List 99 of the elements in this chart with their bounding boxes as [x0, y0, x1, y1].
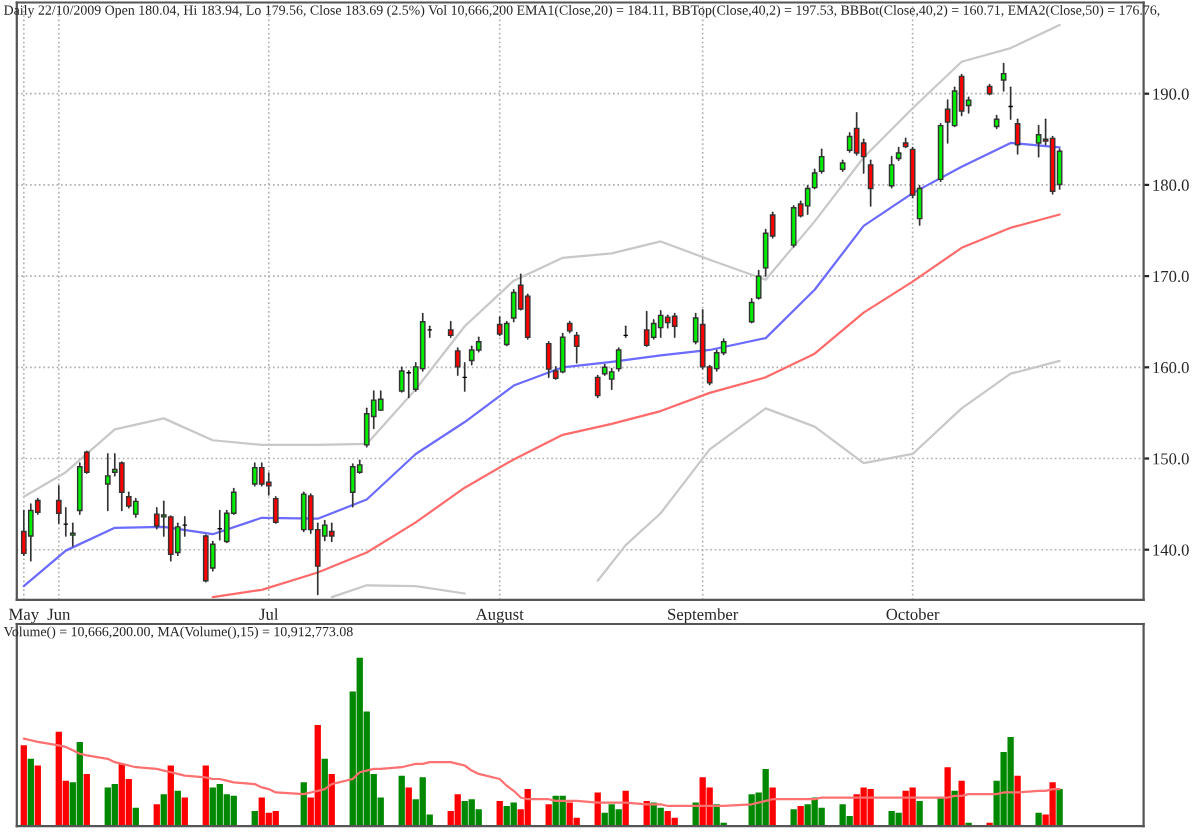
candlestick	[153, 506, 160, 530]
line-series	[211, 213, 1061, 599]
candlestick	[272, 495, 279, 525]
bar	[209, 787, 216, 827]
bar	[951, 790, 958, 827]
bar	[895, 812, 902, 827]
candlestick	[615, 347, 622, 372]
candlestick	[867, 159, 874, 207]
bar	[615, 809, 622, 827]
line-series	[22, 141, 1061, 588]
bar	[258, 797, 265, 827]
candlestick	[27, 503, 34, 562]
bar	[839, 804, 846, 827]
candlestick	[202, 534, 209, 583]
bar	[790, 809, 797, 827]
bar	[230, 795, 237, 827]
bar	[944, 767, 951, 827]
candlestick	[1035, 124, 1042, 158]
bar	[20, 745, 27, 827]
bar	[503, 805, 510, 827]
candlestick	[398, 366, 405, 393]
bar	[902, 790, 909, 827]
bar	[468, 799, 475, 827]
candlestick	[174, 522, 181, 557]
x-tick-label: October	[886, 608, 940, 620]
bar	[321, 758, 328, 827]
candlestick	[20, 509, 27, 557]
y-tick-label: 150.0	[1153, 453, 1189, 465]
candlestick	[790, 205, 797, 248]
bar	[916, 800, 923, 827]
bar	[27, 758, 34, 827]
bar	[216, 784, 223, 827]
candlestick	[132, 497, 139, 518]
candlestick	[671, 312, 678, 339]
bar	[1014, 775, 1021, 827]
bar	[356, 657, 363, 827]
candlestick	[594, 374, 601, 399]
bar	[1049, 782, 1056, 827]
bar	[160, 794, 167, 827]
bar	[153, 804, 160, 827]
y-tick-label: 160.0	[1153, 362, 1189, 374]
bar	[398, 775, 405, 827]
line-series	[22, 23, 1061, 498]
x-tick-label: September	[668, 608, 739, 624]
candlestick	[503, 320, 510, 347]
bar	[104, 787, 111, 827]
bar	[34, 765, 41, 827]
x-tick-label: August	[475, 608, 524, 624]
candlestick	[559, 332, 566, 374]
bar	[699, 777, 706, 827]
bar	[83, 773, 90, 827]
bar	[454, 794, 461, 827]
bar	[1056, 789, 1063, 827]
candlestick	[846, 132, 853, 153]
candlestick	[888, 155, 895, 189]
candlestick	[657, 309, 664, 339]
x-tick-label: Jul	[259, 608, 279, 620]
candlestick	[328, 522, 335, 543]
bar	[181, 797, 188, 827]
bar	[1035, 812, 1042, 827]
candlestick	[643, 310, 650, 348]
bar	[111, 784, 118, 827]
bar	[174, 790, 181, 827]
candlestick	[104, 453, 111, 512]
candlestick	[300, 491, 307, 533]
bar	[55, 731, 62, 827]
candlestick	[377, 390, 384, 412]
bar	[909, 787, 916, 827]
bar	[76, 741, 83, 827]
bar	[545, 804, 552, 827]
candlestick	[349, 463, 356, 508]
bar	[1007, 736, 1014, 827]
candlestick	[251, 462, 258, 487]
bar	[314, 725, 321, 827]
candlestick	[748, 298, 755, 324]
candlestick	[1000, 62, 1007, 92]
bar	[937, 797, 944, 827]
y-tick-label: 180.0	[1153, 179, 1189, 191]
candlestick	[545, 340, 552, 379]
bar	[118, 763, 125, 827]
y-tick-label: 170.0	[1153, 270, 1189, 283]
bar	[867, 789, 874, 827]
bar	[958, 780, 965, 827]
candlestick	[573, 331, 580, 364]
bar	[461, 800, 468, 827]
bar	[608, 804, 615, 827]
bar	[496, 800, 503, 827]
candlestick	[524, 293, 531, 340]
bar	[419, 777, 426, 827]
bar	[804, 804, 811, 827]
y-tick-label: 140.0	[1153, 544, 1189, 556]
candlestick	[496, 316, 503, 337]
x-tick-label: May	[9, 608, 40, 624]
bar	[888, 811, 895, 827]
bar	[797, 805, 804, 827]
x-tick-label: Jun	[47, 608, 71, 620]
y-tick-label: 190.0	[1153, 88, 1189, 100]
candlestick	[118, 461, 125, 512]
bar	[405, 787, 412, 827]
